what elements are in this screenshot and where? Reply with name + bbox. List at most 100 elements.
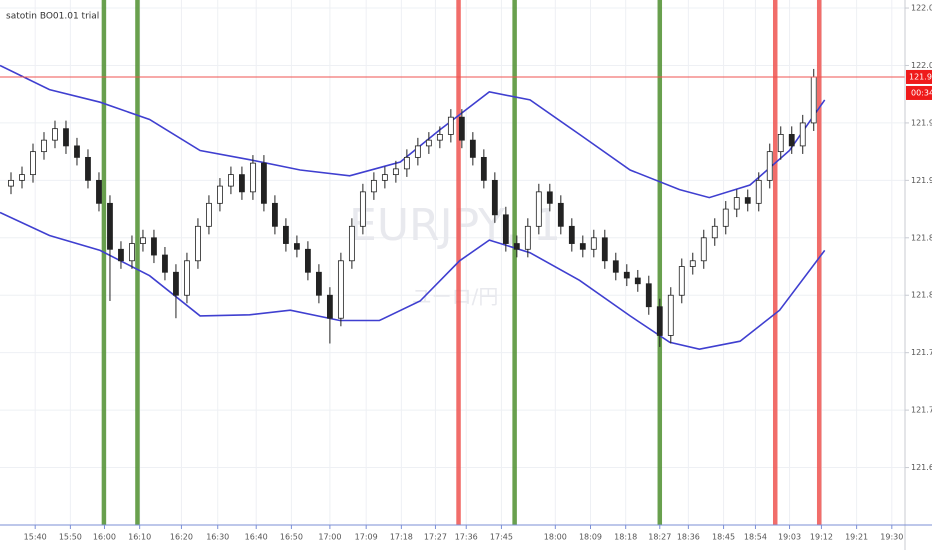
x-tick-label: 16:00: [93, 533, 116, 542]
candle-body: [469, 139, 476, 158]
x-tick-label: 17:36: [455, 533, 478, 542]
x-tick-label: 18:09: [579, 533, 602, 542]
watermark-subtitle: ユーロ/円: [412, 285, 499, 309]
last-price-label: 121.990: [909, 72, 932, 81]
candle-body: [315, 271, 322, 296]
candle-body: [480, 156, 487, 181]
candle-body: [261, 162, 267, 204]
y-tick-label: 121.800: [911, 291, 932, 300]
candle-body: [579, 243, 586, 250]
x-tick-label: 17:27: [424, 533, 447, 542]
candle-body: [96, 179, 102, 204]
countdown-box: [906, 85, 932, 100]
candle-body: [722, 208, 729, 227]
x-tick-label: 15:40: [24, 533, 47, 542]
candle-body: [206, 202, 212, 227]
candle-body: [524, 225, 531, 250]
candle-body: [228, 174, 234, 187]
candle-body: [250, 162, 256, 193]
x-tick-label: 18:27: [648, 533, 671, 542]
candle-body: [634, 277, 641, 285]
candle-body: [74, 145, 80, 158]
x-tick-label: 17:00: [318, 533, 341, 542]
grid: [0, 0, 905, 525]
candle-body: [502, 214, 509, 244]
y-tick-label: 122.050: [911, 4, 932, 13]
candle-body: [337, 260, 344, 319]
candle-body: [118, 248, 124, 262]
x-tick-label: 19:12: [810, 533, 833, 542]
candle-body: [667, 294, 674, 336]
x-tick-label: 17:09: [355, 533, 378, 542]
x-tick-label: 19:03: [778, 533, 801, 542]
candle-body: [239, 174, 245, 193]
band-line: [0, 211, 826, 351]
candle-body: [777, 134, 784, 153]
plot: [0, 0, 905, 525]
candle-body: [546, 191, 553, 204]
candle-body: [30, 151, 36, 176]
chart-title: satotin BO01.01 trial: [6, 12, 99, 22]
candle-body: [733, 197, 740, 210]
candle-body: [513, 243, 520, 250]
last-price-box: [906, 69, 932, 84]
candle-body: [272, 202, 278, 227]
candle-body: [755, 179, 762, 204]
candle-body: [326, 294, 333, 319]
candle-body: [52, 128, 58, 141]
countdown-label: 00:34: [911, 88, 932, 97]
x-tick-label: 16:40: [245, 533, 268, 542]
candle-body: [107, 202, 113, 250]
x-tick-label: 18:18: [614, 533, 637, 542]
x-tick-label: 18:36: [677, 533, 700, 542]
x-tick-label: 18:54: [744, 533, 767, 542]
candle-body: [151, 237, 157, 256]
candle-body: [63, 128, 69, 147]
x-tick-label: 17:18: [390, 533, 413, 542]
candle-body: [294, 243, 300, 250]
x-tick-label: 16:50: [280, 533, 303, 542]
candle-body: [590, 237, 597, 250]
x-tick-label: 18:45: [712, 533, 735, 542]
candle-body: [623, 271, 630, 279]
candle-body: [491, 179, 498, 216]
candle-body: [535, 191, 542, 227]
candle-body: [568, 225, 575, 244]
candle-body: [744, 197, 751, 204]
candle-body: [195, 225, 201, 262]
x-tick-label: 16:20: [170, 533, 193, 542]
x-tick-label: 18:00: [544, 533, 567, 542]
candle-body: [392, 168, 399, 176]
x-tick-label: 19:21: [845, 533, 868, 542]
candle-body: [788, 134, 795, 147]
candle-body: [348, 225, 355, 262]
candle-body: [678, 266, 685, 296]
candle-body: [162, 254, 168, 273]
candle-body: [700, 237, 707, 262]
y-tick-label: 121.650: [911, 463, 932, 472]
y-tick-label: 122.000: [911, 61, 932, 70]
x-tick-label: 16:30: [206, 533, 229, 542]
y-tick-label: 121.950: [911, 118, 932, 127]
x-tick-label: 19:30: [880, 533, 903, 542]
y-tick-label: 121.700: [911, 406, 932, 415]
candle-body: [656, 306, 663, 336]
candle-body: [140, 237, 146, 244]
candle-body: [557, 202, 564, 227]
candle-body: [458, 116, 465, 141]
candle-body: [403, 156, 410, 170]
y-tick-label: 121.900: [911, 176, 932, 185]
candle-body: [601, 237, 608, 262]
candle-body: [217, 185, 223, 204]
candle-body: [612, 260, 619, 273]
candle-body: [436, 134, 443, 141]
candle-body: [414, 145, 421, 158]
x-tick-label: 16:10: [128, 533, 151, 542]
candle-body: [425, 139, 432, 147]
candle-body: [304, 248, 311, 273]
candle-body: [766, 151, 773, 181]
candle-body: [689, 260, 696, 267]
x-tick-label: 15:50: [59, 533, 82, 542]
